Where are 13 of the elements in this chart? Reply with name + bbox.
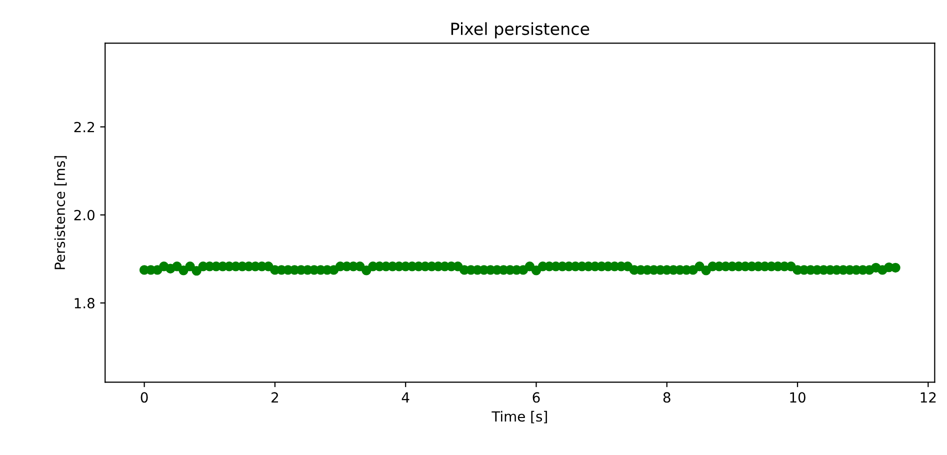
x-tick-label: 4 [402, 392, 410, 402]
y-tick-label: 1.8 [74, 298, 94, 308]
y-tick-label: 2.0 [74, 210, 94, 220]
x-tick-label: 12 [920, 392, 936, 402]
y-axis-title: Persistence [ms] [54, 156, 67, 270]
x-tick-label: 10 [790, 392, 806, 403]
x-tick-label: 2 [272, 392, 278, 402]
x-tick-label: 0 [140, 392, 148, 403]
chart-title: Pixel persistence [451, 22, 590, 38]
x-axis-title: Time [s] [492, 410, 547, 424]
x-tick-label: 6 [532, 392, 540, 403]
y-tick-label: 2.2 [74, 122, 94, 132]
x-tick-label: 8 [663, 392, 670, 403]
